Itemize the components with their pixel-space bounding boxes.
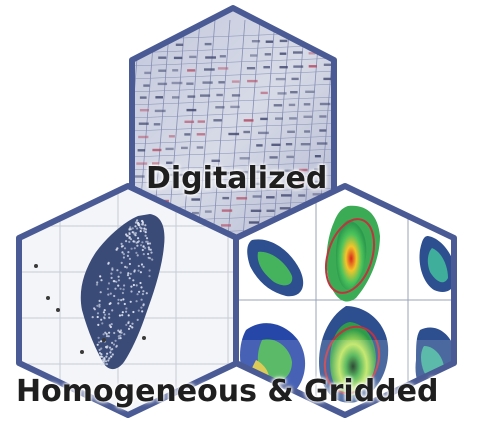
homogeneous-gridded-label: Homogeneous & Gridded	[16, 374, 439, 409]
island-outline-stations	[80, 214, 165, 370]
gridded-maps-hexagon	[233, 183, 457, 418]
ledger-photo-hexagon	[129, 5, 337, 253]
digitalized-label: Digitalized	[146, 161, 328, 196]
station-dots	[91, 219, 154, 366]
